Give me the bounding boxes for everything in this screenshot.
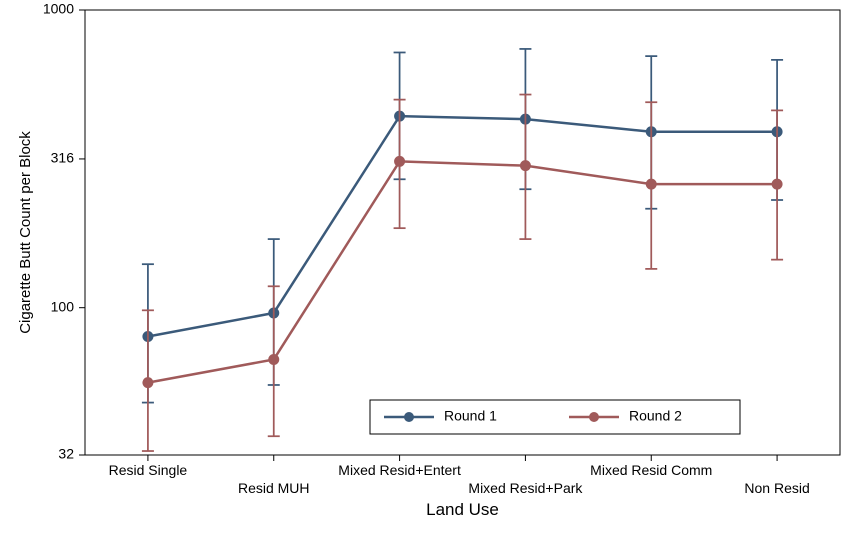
y-tick-label: 316: [51, 150, 75, 166]
y-tick-label: 32: [58, 446, 74, 462]
y-axis-label: Cigarette Butt Count per Block: [17, 131, 34, 334]
y-tick-label: 100: [51, 298, 75, 314]
x-tick-label: Resid MUH: [238, 480, 310, 496]
legend-item-label: Round 2: [629, 408, 682, 424]
x-tick-label: Resid Single: [109, 462, 188, 478]
x-tick-label: Non Resid: [744, 480, 809, 496]
chart-svg: 32 100 316 1000 Cigarette Butt Count per Blo…: [0, 0, 850, 542]
x-axis-label: Land Use: [426, 500, 499, 519]
legend-item-label: Round 1: [444, 408, 497, 424]
x-tick-label: Mixed Resid Comm: [590, 462, 712, 478]
chart-container: 32 100 316 1000 Cigarette Butt Count per Blo…: [0, 0, 850, 542]
x-tick-label: Mixed Resid+Park: [468, 480, 583, 496]
plot-area: [85, 10, 840, 455]
legend: Round 1 Round 2: [370, 400, 740, 434]
x-tick-label: Mixed Resid+Entert: [338, 462, 461, 478]
y-tick-label: 1000: [43, 1, 74, 17]
